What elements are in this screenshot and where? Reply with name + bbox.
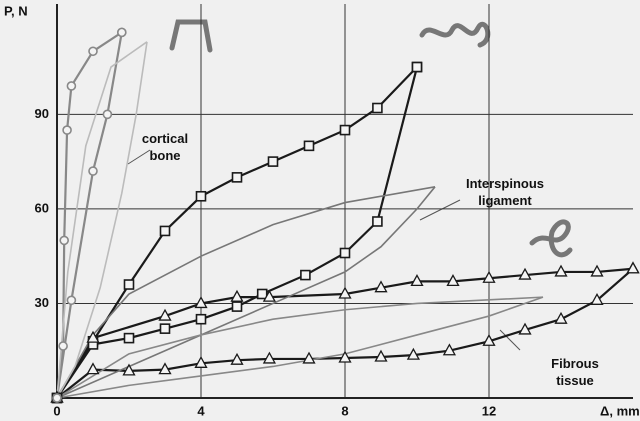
marker	[626, 261, 640, 274]
marker	[117, 27, 127, 38]
marker	[159, 323, 171, 334]
marker	[267, 156, 279, 167]
marker	[374, 280, 388, 293]
marker	[411, 61, 423, 73]
marker	[59, 235, 69, 246]
marker	[590, 292, 604, 305]
marker	[338, 286, 352, 299]
marker	[194, 355, 208, 368]
annotation-line: Interspinous	[466, 176, 544, 191]
marker	[554, 264, 568, 277]
marker	[159, 225, 171, 237]
x-tick-label: 4	[197, 403, 205, 418]
marker	[52, 393, 62, 403]
marker	[406, 347, 420, 360]
marker	[262, 351, 276, 364]
marker	[86, 330, 100, 343]
annotation-line: Fibrous	[551, 356, 599, 371]
marker	[339, 247, 351, 259]
marker	[590, 264, 604, 277]
marker	[88, 166, 98, 176]
marker	[102, 109, 113, 120]
annotation: cortical bone	[142, 131, 188, 163]
marker	[410, 274, 424, 287]
x-axis-label: Δ, mm	[600, 403, 640, 418]
icon-coil-2	[529, 219, 573, 258]
marker	[446, 274, 460, 287]
marker	[66, 81, 77, 91]
series-line	[56, 296, 544, 399]
y-axis-label: P, N	[4, 3, 28, 18]
marker	[122, 363, 136, 376]
marker	[262, 289, 276, 302]
marker	[372, 102, 383, 114]
annotation-pointer	[419, 199, 461, 221]
annotation-pointer	[127, 149, 151, 165]
icons	[169, 19, 573, 258]
x-tick-label: 12	[482, 403, 496, 418]
marker	[300, 269, 311, 281]
marker	[86, 362, 100, 375]
annotation-line: tissue	[556, 373, 594, 388]
marker	[123, 279, 135, 290]
marker	[58, 341, 68, 351]
marker	[338, 350, 352, 363]
marker	[339, 124, 351, 136]
x-tick-label: 8	[341, 403, 348, 418]
marker	[372, 216, 383, 227]
marker	[194, 296, 208, 309]
icon-coil	[419, 21, 491, 48]
annotation-pointer	[499, 329, 521, 351]
marker	[230, 289, 244, 302]
y-tick-label: 60	[35, 200, 49, 215]
marker	[518, 322, 532, 335]
marker	[303, 140, 315, 152]
annotation-line: cortical	[142, 131, 188, 146]
marker	[482, 333, 496, 346]
annotation: Fibrous tissue	[551, 356, 599, 388]
y-tick-label: 90	[35, 106, 49, 121]
marker	[158, 308, 172, 321]
marker	[62, 125, 72, 135]
annotation-line: ligament	[478, 193, 532, 208]
marker	[158, 362, 172, 375]
x-tick-label: 0	[53, 403, 60, 418]
y-tick-label: 30	[35, 295, 49, 310]
marker	[231, 172, 243, 183]
marker	[231, 301, 243, 312]
marker	[123, 332, 135, 344]
marker	[230, 352, 244, 365]
marker	[482, 270, 496, 283]
icon-staple	[169, 19, 213, 53]
series-line	[56, 41, 148, 399]
marker	[442, 343, 456, 356]
annotation: Interspinous ligament	[466, 176, 544, 208]
marker	[66, 295, 77, 306]
marker	[195, 313, 207, 325]
marker	[554, 311, 568, 324]
marker	[195, 190, 207, 202]
series-line	[56, 186, 436, 399]
marker	[256, 288, 268, 300]
marker	[88, 46, 98, 57]
marker	[374, 349, 388, 362]
marker	[302, 351, 316, 364]
series-line	[56, 41, 148, 399]
annotation-line: bone	[149, 148, 180, 163]
marker	[518, 267, 532, 280]
